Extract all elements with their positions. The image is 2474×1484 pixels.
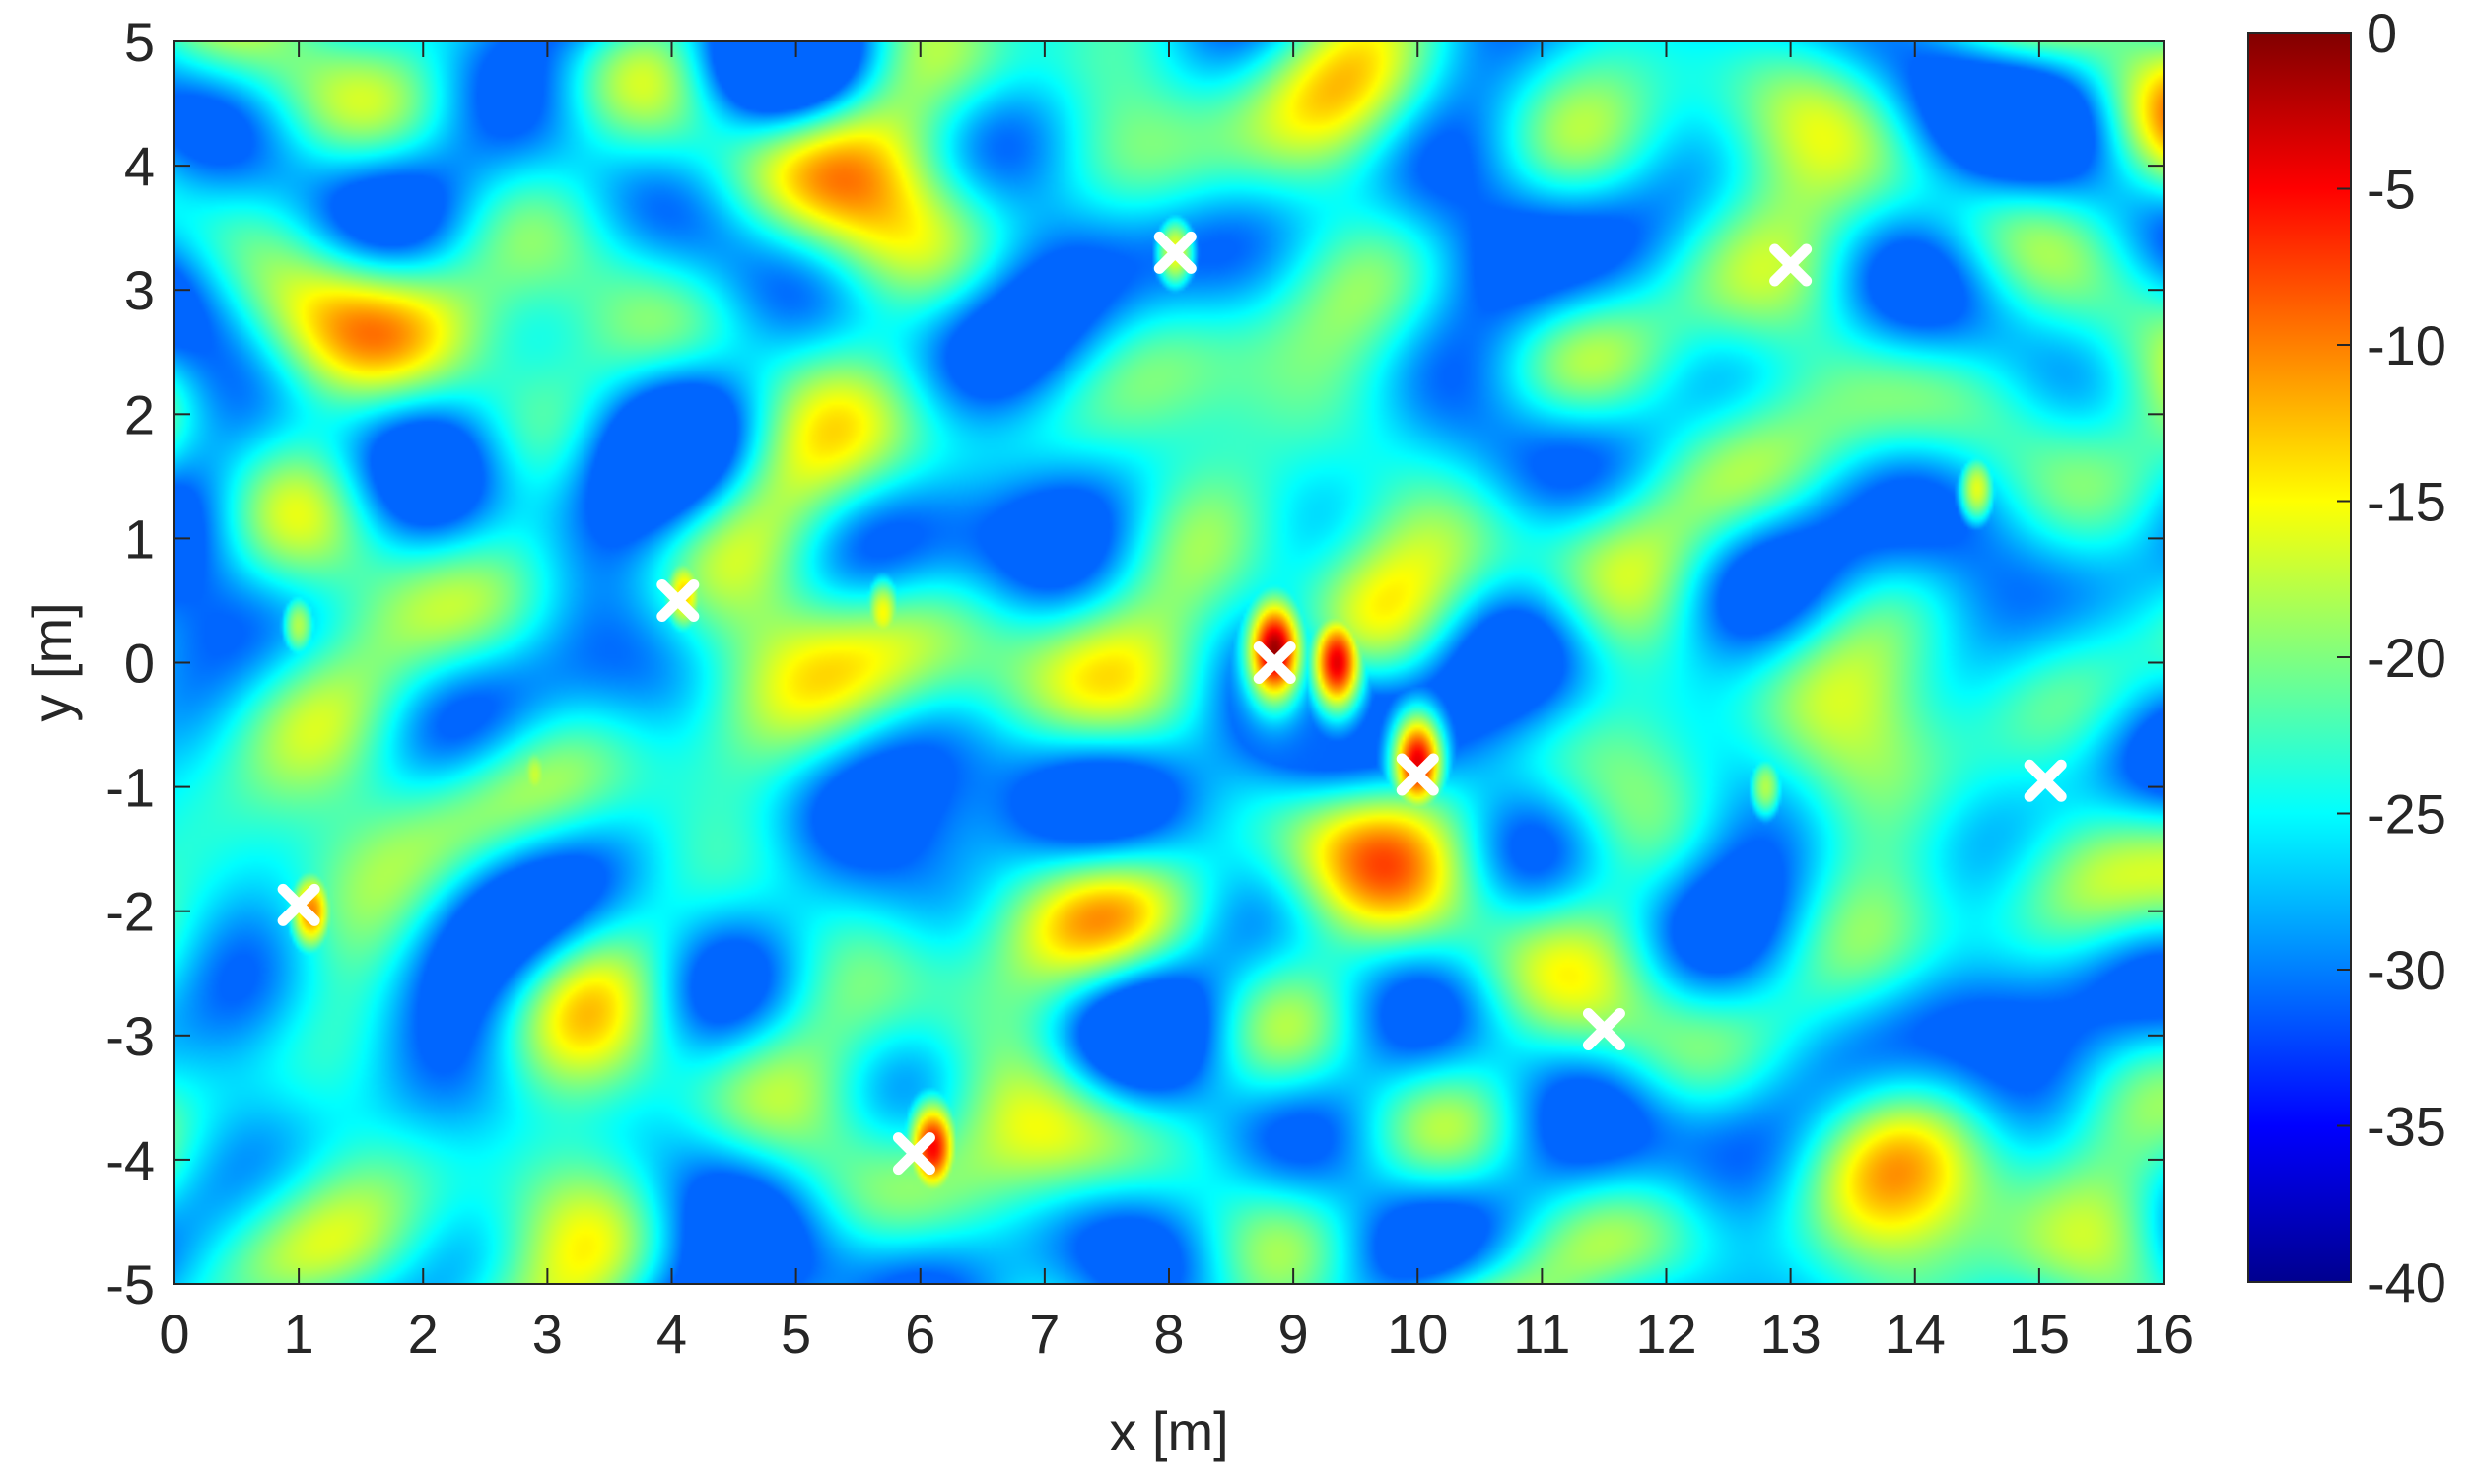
x-axis-label: x [m] — [1109, 1400, 1228, 1462]
colorbar-tick-label: -25 — [2367, 783, 2446, 845]
colorbar-tick-label: -15 — [2367, 471, 2446, 533]
y-tick-label: 4 — [124, 135, 155, 197]
target-marker — [656, 578, 700, 622]
x-tick-label: 16 — [2133, 1303, 2194, 1365]
colorbar: 0 -5 -10 -15 -20 -25 -30 -35 -40 — [2247, 2, 2446, 1314]
x-axis: 0 1 2 3 4 5 6 7 8 9 10 11 12 13 14 15 16 — [159, 41, 2194, 1365]
x-tick-label: 7 — [1029, 1303, 1060, 1365]
x-tick-label: 4 — [656, 1303, 687, 1365]
x-tick-label: 8 — [1153, 1303, 1184, 1365]
x-tick-label: 0 — [159, 1303, 189, 1365]
colorbar-tick-label: -10 — [2367, 314, 2446, 376]
colorbar-tick-label: -5 — [2367, 159, 2416, 221]
colorbar-tick-label: -35 — [2367, 1096, 2446, 1158]
x-tick-label: 10 — [1387, 1303, 1448, 1365]
y-tick-label: 3 — [124, 259, 155, 321]
colorbar-tick-label: 0 — [2367, 2, 2397, 64]
target-marker — [1396, 753, 1439, 796]
x-tick-label: 9 — [1278, 1303, 1309, 1365]
target-marker — [1769, 243, 1813, 287]
y-tick-label: -2 — [105, 881, 155, 943]
colorbar-tick-label: -40 — [2367, 1251, 2446, 1314]
target-marker — [1582, 1007, 1625, 1050]
y-tick-label: 1 — [124, 507, 155, 570]
x-tick-label: 13 — [1759, 1303, 1821, 1365]
y-tick-label: -4 — [105, 1129, 155, 1191]
x-tick-label: 15 — [2009, 1303, 2070, 1365]
x-tick-label: 3 — [532, 1303, 563, 1365]
x-tick-label: 11 — [1513, 1303, 1570, 1365]
y-axis-label: y [m] — [21, 602, 83, 721]
target-marker — [2024, 759, 2067, 802]
x-tick-label: 5 — [781, 1303, 811, 1365]
target-marker — [1253, 641, 1296, 684]
colorbar-tick-label: -20 — [2367, 627, 2446, 689]
x-tick-label: 12 — [1635, 1303, 1696, 1365]
marker-layer — [277, 231, 2067, 1176]
y-tick-label: 2 — [124, 383, 155, 445]
x-tick-label: 1 — [284, 1303, 314, 1365]
heatmap-image — [174, 41, 2164, 1284]
colorbar-ticks: 0 -5 -10 -15 -20 -25 -30 -35 -40 — [2337, 2, 2446, 1314]
x-tick-label: 2 — [408, 1303, 439, 1365]
y-tick-label: -1 — [105, 757, 155, 819]
x-tick-label: 14 — [1885, 1303, 1946, 1365]
y-tick-label: 0 — [124, 633, 155, 695]
y-tick-label: -5 — [105, 1253, 155, 1315]
y-axis: 5 4 3 2 1 0 -1 -2 -3 -4 -5 — [105, 11, 2164, 1315]
y-tick-label: -3 — [105, 1005, 155, 1067]
plot-area — [173, 40, 2165, 1285]
colorbar-tick-label: -30 — [2367, 939, 2446, 1001]
target-marker — [277, 883, 320, 926]
target-marker — [1153, 231, 1197, 274]
x-tick-label: 6 — [905, 1303, 935, 1365]
colorbar-gradient — [2247, 32, 2352, 1283]
target-marker — [892, 1132, 935, 1176]
y-tick-label: 5 — [124, 11, 155, 73]
